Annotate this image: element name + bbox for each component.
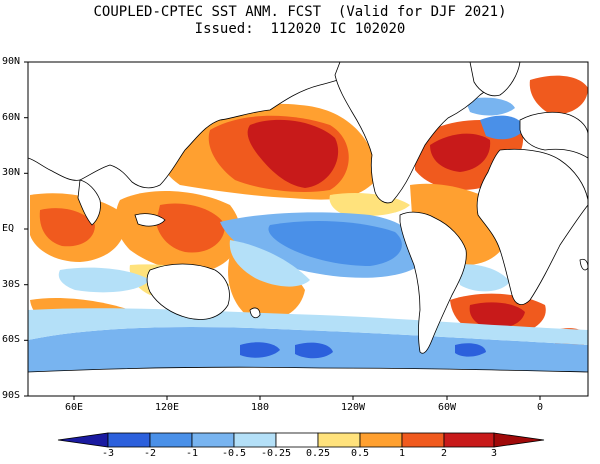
colorbar-label: 0.5 xyxy=(350,448,370,459)
land-asia xyxy=(28,62,401,189)
land-europe xyxy=(519,111,588,159)
land-india xyxy=(77,179,101,226)
lon-label-180: 180 xyxy=(250,402,270,413)
colorbar-segment-8 xyxy=(401,432,445,448)
colorbar-label: -0.5 xyxy=(221,448,247,459)
colorbar-segment-7 xyxy=(359,432,403,448)
lon-label-60e: 60E xyxy=(64,402,84,413)
weak-cold-indian-south xyxy=(58,267,150,293)
lat-label-60n: 60N xyxy=(2,112,21,123)
colorbar-label: -0.25 xyxy=(260,448,292,459)
land-south-america xyxy=(399,211,467,354)
strong-cold-southern-atlantic xyxy=(455,343,486,357)
weak-cold-central-pacific xyxy=(229,240,310,287)
colorbar-label: 0.25 xyxy=(305,448,331,459)
colorbar-segment-5 xyxy=(275,432,319,448)
land-greenland xyxy=(469,62,521,97)
lat-label-eq: EQ xyxy=(2,223,15,234)
land-australia xyxy=(146,263,230,320)
land-madagascar xyxy=(579,258,588,271)
land-layer xyxy=(28,62,588,396)
warm-region-arctic-east xyxy=(529,75,588,115)
map-body xyxy=(28,62,588,396)
lon-label-120e: 120E xyxy=(154,402,180,413)
colorbar-segment-0 xyxy=(57,432,109,448)
colorbar-label: 2 xyxy=(440,448,448,459)
colorbar-label: -1 xyxy=(185,448,199,459)
cold-region-arctic xyxy=(465,97,515,116)
very-strong-warm-south-atlantic xyxy=(469,302,525,329)
colorbar-segment-3 xyxy=(191,432,235,448)
lat-label-60s: 60S xyxy=(2,334,21,345)
colorbar-segment-2 xyxy=(149,432,193,448)
strong-cold-southern-pacific xyxy=(295,342,333,359)
land-antarctica xyxy=(28,366,588,396)
map-title: COUPLED-CPTEC SST ANM. FCST (Valid for D… xyxy=(93,4,507,20)
issued-subtitle: Issued: 112020 IC 102020 xyxy=(194,21,406,37)
strong-warm-indian-ocean xyxy=(39,208,95,247)
land-new-zealand xyxy=(249,307,261,319)
weak-cold-south-atlantic xyxy=(455,264,510,292)
colorbar-label: -3 xyxy=(101,448,115,459)
strong-warm-maritime xyxy=(156,203,225,253)
colorbar-segment-1 xyxy=(107,432,151,448)
lon-label-120w: 120W xyxy=(340,402,366,413)
strong-cold-southern-indian xyxy=(240,342,280,358)
land-africa xyxy=(476,148,588,305)
very-strong-warm-north-atlantic xyxy=(430,133,491,172)
colorbar-label: 3 xyxy=(490,448,498,459)
longitude-ticks xyxy=(73,396,541,400)
lat-label-30s: 30S xyxy=(2,279,21,290)
colorbar-segment-10 xyxy=(493,432,545,448)
very-strong-warm-north-pacific xyxy=(247,119,339,188)
lat-label-90n: 90N xyxy=(2,56,21,67)
colorbar-segment-9 xyxy=(443,432,495,448)
colorbar-segment-4 xyxy=(233,432,277,448)
colorbar xyxy=(57,432,545,448)
colorbar-label: -2 xyxy=(143,448,157,459)
land-indonesia xyxy=(134,213,166,227)
lat-label-30n: 30N xyxy=(2,167,21,178)
cold-anomaly-layer xyxy=(28,97,588,372)
colorbar-segment-6 xyxy=(317,432,361,448)
cold-region-north-atlantic xyxy=(480,115,525,140)
latitude-ticks xyxy=(24,61,28,397)
lat-label-90s: 90S xyxy=(2,390,21,401)
land-north-america xyxy=(334,62,501,204)
lon-label-0: 0 xyxy=(536,402,544,413)
lon-label-60w: 60W xyxy=(437,402,457,413)
strong-cold-equatorial-pacific xyxy=(268,220,402,266)
colorbar-label: 1 xyxy=(398,448,406,459)
weak-cold-band-southern-ocean xyxy=(28,308,588,345)
